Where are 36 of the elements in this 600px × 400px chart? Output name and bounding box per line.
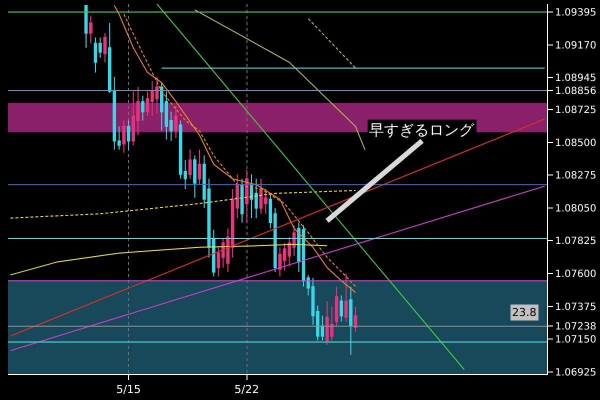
line-series: [194, 9, 366, 150]
y-tick-label: 1.08725: [555, 105, 596, 116]
y-tick-label: 1.07825: [555, 236, 596, 248]
candlestick: [198, 149, 202, 186]
y-tick-label: 1.08050: [555, 203, 596, 214]
candlestick: [188, 149, 192, 180]
candlestick: [334, 286, 338, 326]
y-tick-label: 1.07375: [555, 302, 596, 313]
x-tick-label: 5/22: [234, 383, 260, 396]
y-tick-label: 1.07150: [555, 334, 596, 346]
candlestick: [193, 155, 196, 198]
y-tick-label: 1.07238: [555, 322, 596, 333]
y-tick-label: 1.06925: [555, 367, 596, 378]
x-tick-label: 5/15: [116, 383, 141, 396]
y-tick-label: 1.07600: [555, 268, 596, 280]
annotation: 23.8: [512, 306, 536, 319]
y-tick-label: 1.09395: [555, 8, 596, 19]
y-tick-label: 1.08275: [555, 170, 596, 182]
y-tick-label: 1.08945: [555, 73, 596, 84]
y-tick-label: 1.09170: [555, 40, 596, 52]
candlestick: [340, 294, 343, 322]
candlestick: [84, 4, 88, 48]
candlestick: [141, 95, 144, 122]
candlestick: [174, 105, 178, 139]
candlestick: [126, 120, 130, 150]
annotation: 早すぎるロング: [369, 121, 475, 139]
candlestick: [344, 272, 348, 322]
line-series: [10, 190, 356, 219]
y-tick-label: 1.08500: [555, 138, 596, 149]
candlestick: [89, 15, 92, 44]
candlestick: [354, 306, 358, 332]
y-tick-label: 1.08856: [555, 86, 596, 98]
line-series: [10, 244, 328, 276]
candlestick: [122, 120, 126, 154]
candlestick: [349, 286, 352, 356]
candlestick: [103, 32, 107, 63]
